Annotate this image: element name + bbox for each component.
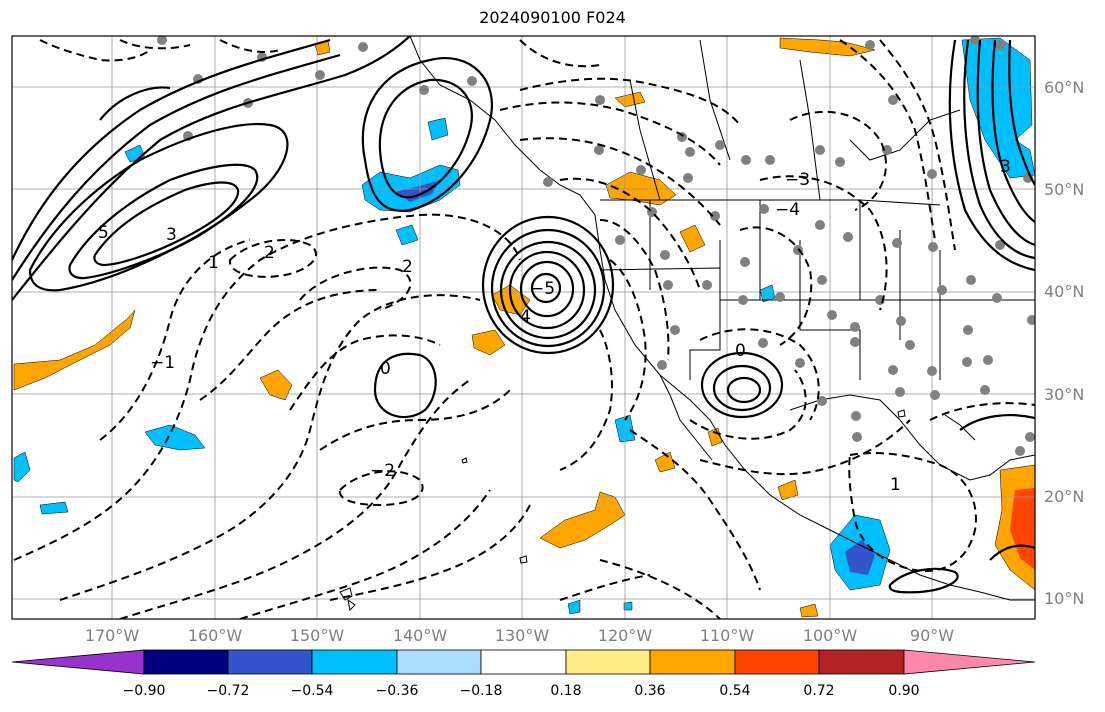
map-title: 2024090100 F024 (479, 8, 626, 27)
colorbar-tick-label: 0.54 (719, 683, 751, 699)
shade-positive (777, 479, 799, 501)
islands (339, 409, 906, 612)
colorbar-tick-label: −0.54 (290, 683, 334, 699)
longitude-label: 100°W (802, 626, 858, 645)
contour-label: −1 (150, 353, 175, 373)
latitude-label: 40°N (1044, 282, 1085, 301)
longitude-label: 140°W (392, 626, 448, 645)
contour-label: −3 (785, 170, 810, 190)
latitude-label: 20°N (1044, 487, 1085, 506)
latitude-label: 60°N (1044, 78, 1085, 97)
colorbar-segment (818, 649, 905, 675)
shade-negative (395, 224, 419, 246)
shade-positive (539, 491, 626, 549)
map-frame (11, 35, 1036, 620)
colorbar-segment (480, 649, 567, 675)
contour-label: 3 (166, 225, 177, 245)
colorbar-tick-label: −0.36 (375, 683, 419, 699)
contour-label: 0 (735, 341, 746, 361)
contour-labels: 5 3 1 2 4 −2 −1 0 −3 −5 −4 2 3 1 0 (98, 157, 1011, 495)
longitude-label: 90°W (909, 626, 955, 645)
colorbar-segment (227, 649, 313, 675)
colorbar-tick-label: 0.36 (634, 683, 666, 699)
colorbar-segment (396, 649, 482, 675)
contour-label: 5 (98, 223, 109, 243)
shade-negative (759, 284, 776, 303)
longitude-label: 160°W (187, 626, 243, 645)
colorbar-tick-label: −0.72 (206, 683, 250, 699)
shade-positive (799, 603, 819, 618)
latitude-label: 30°N (1044, 385, 1085, 404)
contours-positive (12, 36, 1035, 594)
colorbar (11, 649, 1036, 675)
shade-positive (707, 427, 723, 447)
shade-positive (259, 369, 293, 401)
shade-positive (779, 37, 876, 57)
shade-positive (614, 91, 646, 108)
contour-label: −2 (370, 461, 395, 481)
colorbar-segment (649, 649, 736, 675)
contour-label: 2 (264, 243, 275, 263)
colorbar-segment (311, 649, 398, 675)
colorbar-extend-low (11, 649, 145, 675)
colorbar-tick-label: −0.18 (459, 683, 503, 699)
colorbar-tick-label: 0.72 (803, 683, 835, 699)
coastlines (409, 36, 1035, 601)
colorbar-segment (734, 649, 820, 675)
longitude-label: 150°W (289, 626, 345, 645)
colorbar-tick-label: 0.18 (550, 683, 582, 699)
longitude-label: 110°W (699, 626, 755, 645)
colorbar-tick-label: 0.90 (888, 683, 920, 699)
shade-strong-positive (1010, 488, 1035, 570)
contour-label: 3 (1000, 157, 1011, 177)
longitude-label: 170°W (84, 626, 140, 645)
contour-label: −4 (775, 200, 800, 220)
contour-label: 4 (520, 307, 531, 327)
contours-negative (13, 39, 1035, 619)
shade-negative (144, 424, 206, 451)
shade-positive (679, 224, 706, 253)
shade-negative (623, 601, 633, 611)
shade-negative (13, 451, 31, 483)
contour-label: 0 (380, 359, 391, 379)
shade-positive (471, 329, 506, 356)
longitude-label: 120°W (597, 626, 653, 645)
latitude-label: 10°N (1044, 589, 1085, 608)
contour-label: 2 (402, 257, 413, 277)
colorbar-segment (565, 649, 651, 675)
colorbar-extend-high (903, 649, 1036, 675)
colorbar-segment (143, 649, 229, 675)
shade-negative (39, 501, 69, 515)
shade-negative (427, 117, 449, 141)
station-markers (157, 36, 1035, 456)
latitude-label: 50°N (1044, 180, 1085, 199)
contour-label: −5 (530, 279, 555, 299)
shade-negative (567, 599, 581, 615)
shade-positive (13, 309, 136, 391)
colorbar-tick-label: −0.90 (122, 683, 166, 699)
longitude-label: 130°W (494, 626, 550, 645)
contour-label: 1 (208, 253, 219, 273)
contour-label: 1 (890, 475, 901, 495)
